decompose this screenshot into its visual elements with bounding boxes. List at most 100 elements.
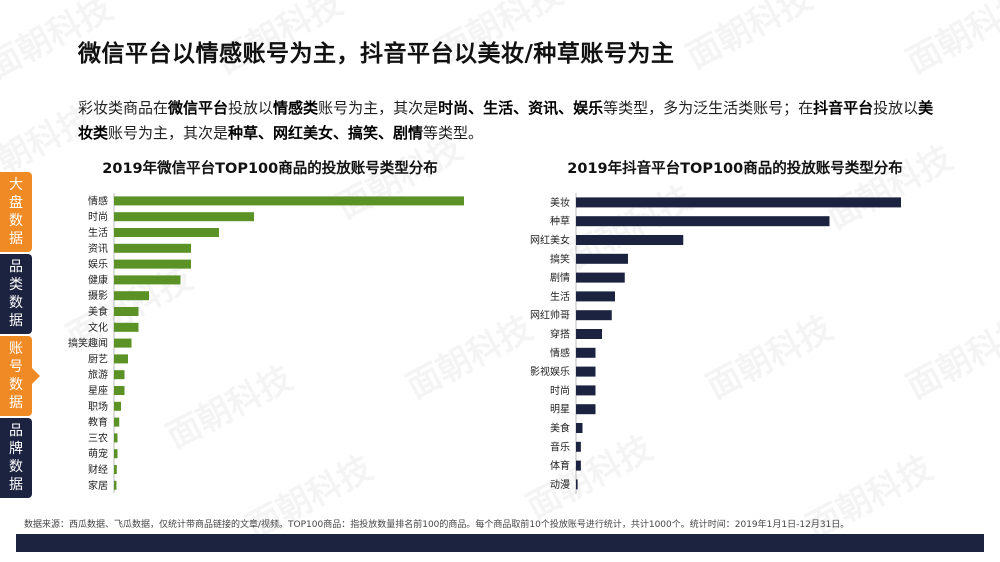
- bar: [114, 228, 219, 237]
- category-label: 穿搭: [550, 328, 570, 341]
- douyin-chart-title: 2019年抖音平台TOP100商品的投放账号类型分布: [567, 161, 903, 177]
- bar: [114, 275, 181, 285]
- category-label: 网红帅哥: [530, 309, 570, 322]
- category-label: 种草: [550, 215, 570, 228]
- description-segment: 账号为主，其次是: [108, 124, 229, 142]
- sidebar-tab-char: 数: [9, 377, 23, 393]
- category-label: 摄影: [88, 289, 108, 302]
- description-highlight: 抖音平台: [813, 99, 874, 117]
- bar: [576, 235, 684, 245]
- description-segment: 彩妆类商品在: [78, 99, 169, 117]
- sidebar-tab-char: 据: [9, 231, 23, 247]
- category-label: 生活: [88, 226, 108, 239]
- active-tab-arrow-icon: [32, 368, 40, 384]
- sidebar-tab-char: 数: [9, 459, 23, 475]
- bar: [576, 479, 578, 490]
- category-label: 体育: [550, 459, 570, 472]
- sidebar-tab-char: 牌: [9, 441, 23, 457]
- bar: [114, 433, 118, 443]
- bar: [114, 417, 120, 427]
- category-label: 美食: [88, 305, 108, 318]
- bar: [576, 423, 583, 433]
- category-label: 三农: [88, 431, 108, 444]
- category-label: 萌宠: [88, 447, 108, 460]
- category-label: 家居: [88, 479, 108, 492]
- bar: [576, 253, 628, 264]
- sidebar-tab-char: 品: [9, 423, 23, 439]
- watermark-text: 面朝科技: [676, 0, 819, 78]
- category-label: 影视娱乐: [530, 365, 570, 378]
- category-label: 健康: [88, 273, 108, 286]
- bar: [114, 465, 117, 474]
- category-label: 美妆: [550, 196, 570, 209]
- sidebar-tab-char: 据: [9, 477, 23, 493]
- description-segment: 投放以: [228, 99, 274, 117]
- bar: [576, 460, 581, 471]
- bar: [576, 366, 596, 377]
- footer-bar: [16, 534, 984, 552]
- wechat-chart-title: 2019年微信平台TOP100商品的投放账号类型分布: [102, 161, 438, 177]
- bar: [114, 291, 149, 301]
- bar: [576, 197, 901, 208]
- bar: [576, 385, 596, 396]
- description-text: 彩妆类商品在微信平台投放以情感类账号为主，其次是时尚、生活、资讯、娱乐等类型，多…: [78, 96, 938, 146]
- bar: [114, 212, 254, 222]
- sidebar-tab-char: 盘: [9, 195, 23, 211]
- category-label: 娱乐: [88, 258, 108, 271]
- description-segment: 投放以: [873, 99, 919, 117]
- sidebar-tab-char: 据: [9, 313, 23, 329]
- category-label: 剧情: [550, 271, 570, 284]
- bar: [114, 480, 117, 490]
- bar: [114, 401, 121, 411]
- bar: [114, 370, 125, 380]
- description-highlight: 微信平台: [168, 99, 229, 117]
- source-note: 数据来源：西瓜数据、飞瓜数据，仅统计带商品链接的文章/视频。TOP100商品：指…: [24, 520, 850, 530]
- bar: [576, 216, 830, 227]
- sidebar-tab-1[interactable]: 大盘数据: [0, 172, 32, 252]
- category-label: 时尚: [550, 384, 570, 397]
- sidebar-tab-char: 号: [9, 359, 23, 375]
- bar: [576, 310, 612, 321]
- bar: [114, 259, 191, 269]
- category-label: 教育: [88, 416, 108, 429]
- category-label: 星座: [88, 384, 108, 397]
- category-label: 搞笑趣闻: [68, 337, 108, 350]
- category-label: 旅游: [88, 368, 108, 381]
- category-label: 网红美女: [530, 234, 570, 247]
- sidebar-tab-2[interactable]: 品类数据: [0, 254, 32, 334]
- category-label: 美食: [550, 422, 570, 435]
- sidebar-tab-char: 据: [9, 395, 23, 411]
- description-highlight: 美妆类: [78, 99, 934, 142]
- sidebar-tab-4[interactable]: 品牌数据: [0, 418, 32, 498]
- category-label: 资讯: [88, 243, 108, 255]
- bar: [576, 347, 596, 358]
- category-label: 明星: [550, 404, 570, 416]
- sidebar-tab-char: 账: [9, 341, 23, 357]
- watermark-text: 面朝科技: [896, 0, 1000, 83]
- sidebar-tab-char: 类: [9, 277, 23, 293]
- description-highlight: 时尚、生活、资讯、娱乐: [438, 99, 604, 117]
- category-label: 情感: [550, 346, 570, 359]
- description-segment: 账号为主，其次是: [318, 99, 439, 117]
- category-label: 职场: [88, 400, 108, 413]
- bar: [114, 196, 464, 206]
- description-segment: 等类型，多为泛生活类账号；在: [603, 99, 814, 117]
- category-label: 音乐: [550, 440, 570, 453]
- bar: [114, 243, 191, 253]
- category-label: 文化: [88, 321, 108, 334]
- category-label: 动漫: [550, 479, 570, 491]
- bar: [576, 329, 602, 339]
- sidebar-tab-3[interactable]: 账号数据: [0, 336, 40, 416]
- category-label: 生活: [550, 290, 570, 303]
- bar: [576, 404, 596, 415]
- bar: [114, 386, 125, 395]
- sidebar-tab-char: 大: [9, 177, 23, 193]
- category-label: 厨艺: [88, 353, 108, 365]
- bar: [114, 307, 139, 316]
- description-highlight: 情感类: [273, 99, 319, 117]
- sidebar-tab-char: 品: [9, 259, 23, 275]
- page-title: 微信平台以情感账号为主，抖音平台以美妆/种草账号为主: [78, 41, 675, 67]
- category-label: 搞笑: [550, 252, 570, 265]
